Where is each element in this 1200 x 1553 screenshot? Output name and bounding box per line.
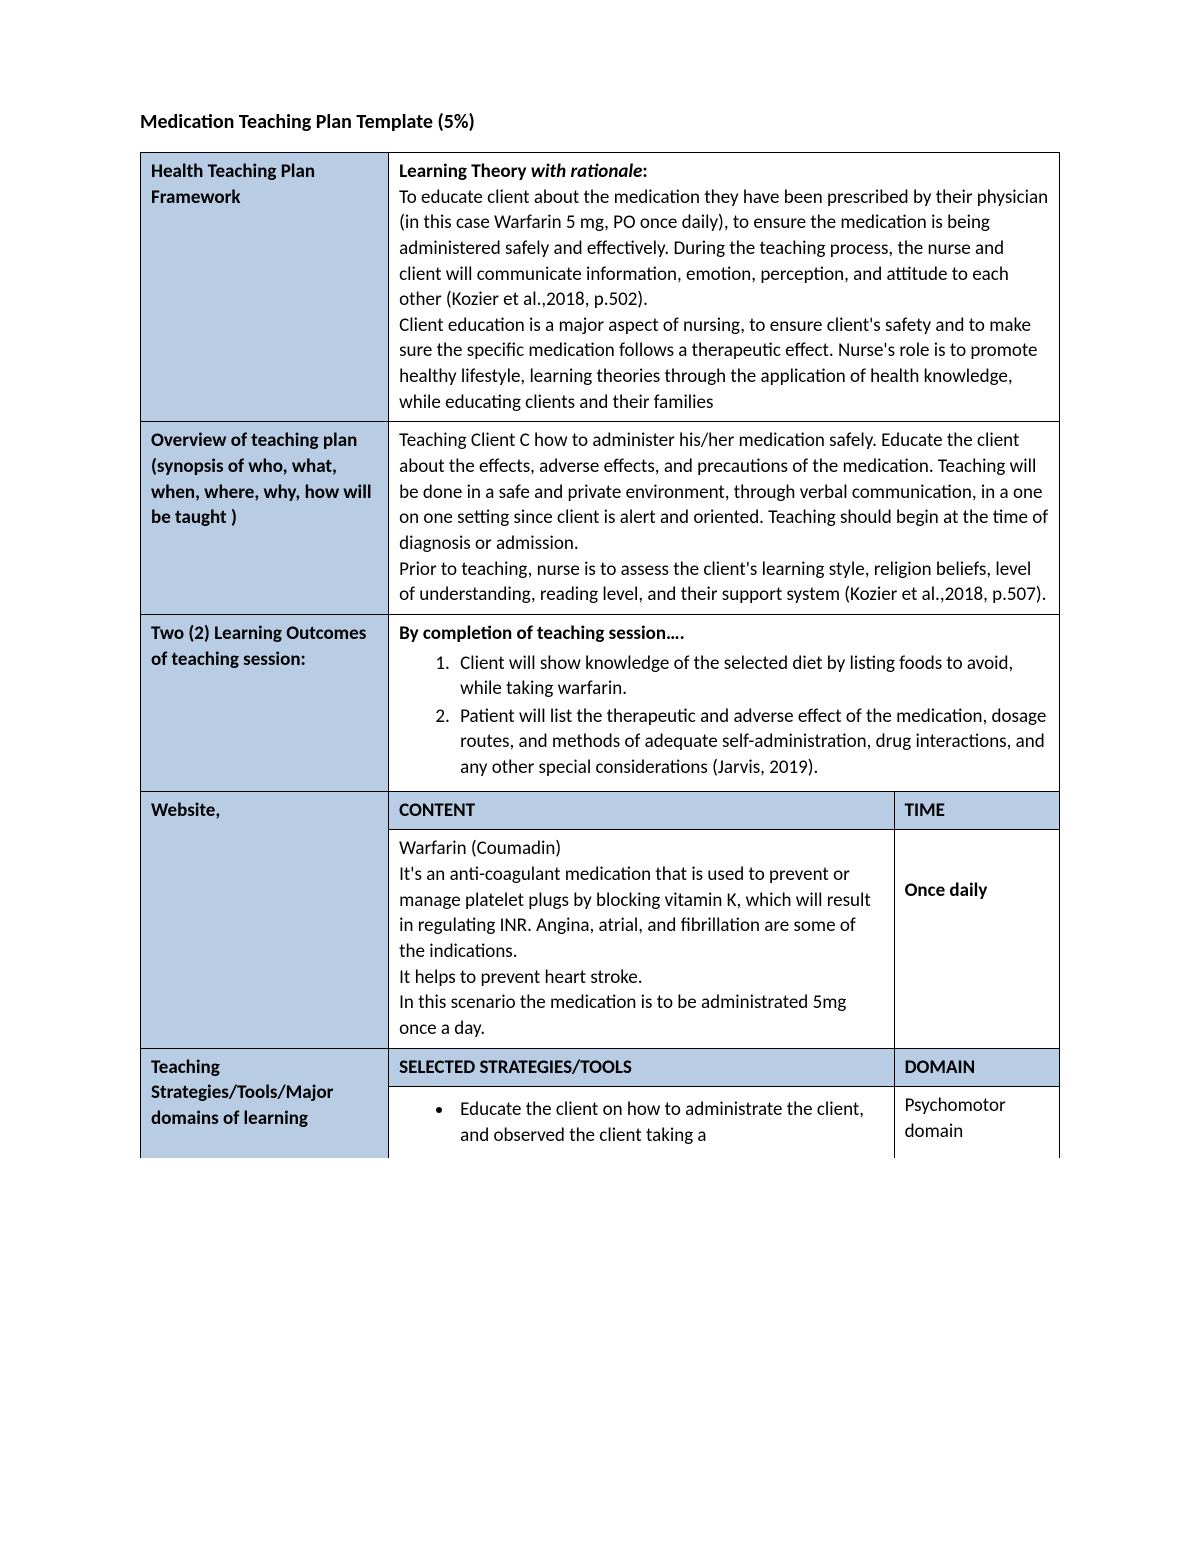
row-label-website: Website, [141, 791, 389, 830]
row-label-strategies: Teaching Strategies/Tools/Major domains … [141, 1048, 389, 1158]
list-item: Patient will list the therapeutic and ad… [454, 704, 1049, 781]
learning-theory-prefix: Learning Theory [399, 160, 531, 183]
framework-para2: Client education is a major aspect of nu… [399, 313, 1049, 416]
content-line3: It helps to prevent heart stroke. [399, 965, 883, 991]
page-title: Medication Teaching Plan Template (5%) [140, 110, 1060, 134]
content-cell: Warfarin (Coumadin) It's an anti-coagula… [389, 830, 894, 1048]
row-label-outcomes: Two (2) Learning Outcomes of teaching se… [141, 614, 389, 791]
header-content: CONTENT [389, 791, 894, 830]
table-row: Two (2) Learning Outcomes of teaching se… [141, 614, 1060, 791]
outcomes-heading: By completion of teaching session…. [399, 622, 685, 645]
row-content-outcomes: By completion of teaching session…. Clie… [389, 614, 1060, 791]
table-row: Warfarin (Coumadin) It's an anti-coagula… [141, 830, 1060, 1048]
row-label-overview: Overview of teaching plan (synopsis of w… [141, 422, 389, 614]
strategies-list: Educate the client on how to administrat… [399, 1097, 883, 1148]
time-value: Once daily [905, 879, 988, 902]
domain-cell: Psychomotor domain [894, 1087, 1059, 1159]
framework-para1: To educate client about the medication t… [399, 185, 1049, 313]
content-line2: It's an anti-coagulant medication that i… [399, 862, 883, 965]
time-cell: Once daily [894, 830, 1059, 1048]
content-line4: In this scenario the medication is to be… [399, 990, 883, 1041]
table-row: Teaching Strategies/Tools/Major domains … [141, 1048, 1060, 1087]
table-row: Health Teaching Plan Framework Learning … [141, 153, 1060, 422]
header-time: TIME [894, 791, 1059, 830]
outcomes-list: Client will show knowledge of the select… [399, 651, 1049, 781]
teaching-plan-table: Health Teaching Plan Framework Learning … [140, 152, 1060, 1158]
content-line1: Warfarin (Coumadin) [399, 836, 883, 862]
strategies-cell: Educate the client on how to administrat… [389, 1087, 894, 1159]
table-row: Website, CONTENT TIME [141, 791, 1060, 830]
row-label-framework: Health Teaching Plan Framework [141, 153, 389, 422]
list-item: Client will show knowledge of the select… [454, 651, 1049, 702]
overview-para1: Teaching Client C how to administer his/… [399, 428, 1049, 556]
learning-theory-suffix: : [642, 160, 647, 183]
learning-theory-italic: with rationale [531, 160, 643, 183]
header-strategies: SELECTED STRATEGIES/TOOLS [389, 1048, 894, 1087]
document-page: Medication Teaching Plan Template (5%) H… [0, 0, 1200, 1553]
table-row: Overview of teaching plan (synopsis of w… [141, 422, 1060, 614]
overview-para2: Prior to teaching, nurse is to assess th… [399, 557, 1049, 608]
list-item: Educate the client on how to administrat… [454, 1097, 883, 1148]
row-label-website-cont [141, 830, 389, 1048]
row-content-overview: Teaching Client C how to administer his/… [389, 422, 1060, 614]
header-domain: DOMAIN [894, 1048, 1059, 1087]
row-content-framework: Learning Theory with rationale: To educa… [389, 153, 1060, 422]
